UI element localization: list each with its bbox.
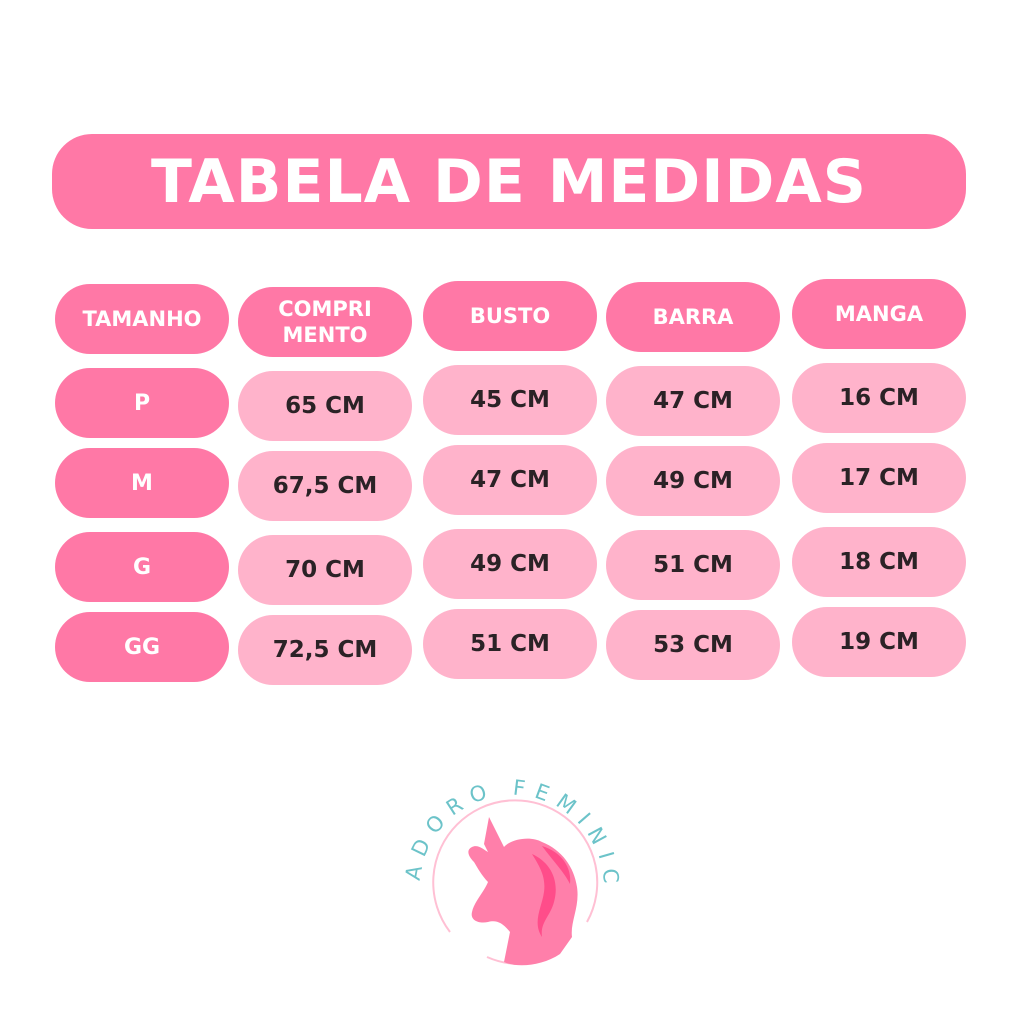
measurement-cell: 65 CM <box>238 371 412 441</box>
measurement-cell: 45 CM <box>423 365 597 435</box>
column-header-4: MANGA <box>792 279 966 349</box>
measurement-cell: 67,5 CM <box>238 451 412 521</box>
measurement-cell: 51 CM <box>423 609 597 679</box>
measurement-cell: 51 CM <box>606 530 780 600</box>
measurement-cell: 49 CM <box>606 446 780 516</box>
measurement-cell: 16 CM <box>792 363 966 433</box>
size-label: G <box>55 532 229 602</box>
measurement-cell: 47 CM <box>423 445 597 515</box>
column-header-0: TAMANHO <box>55 284 229 354</box>
measurement-cell: 18 CM <box>792 527 966 597</box>
column-header-1: COMPRI MENTO <box>238 287 412 357</box>
column-header-2: BUSTO <box>423 281 597 351</box>
measurement-cell: 47 CM <box>606 366 780 436</box>
measurement-cell: 17 CM <box>792 443 966 513</box>
size-label: P <box>55 368 229 438</box>
measurement-cell: 19 CM <box>792 607 966 677</box>
page-title: TABELA DE MEDIDAS <box>52 134 966 229</box>
measurement-cell: 72,5 CM <box>238 615 412 685</box>
column-header-3: BARRA <box>606 282 780 352</box>
unicorn-icon: ADORO FEMINICES <box>381 753 615 966</box>
size-label: M <box>55 448 229 518</box>
size-label: GG <box>55 612 229 682</box>
measurement-cell: 53 CM <box>606 610 780 680</box>
brand-logo: ADORO FEMINICES <box>381 753 632 982</box>
measurement-cell: 70 CM <box>238 535 412 605</box>
measurement-cell: 49 CM <box>423 529 597 599</box>
